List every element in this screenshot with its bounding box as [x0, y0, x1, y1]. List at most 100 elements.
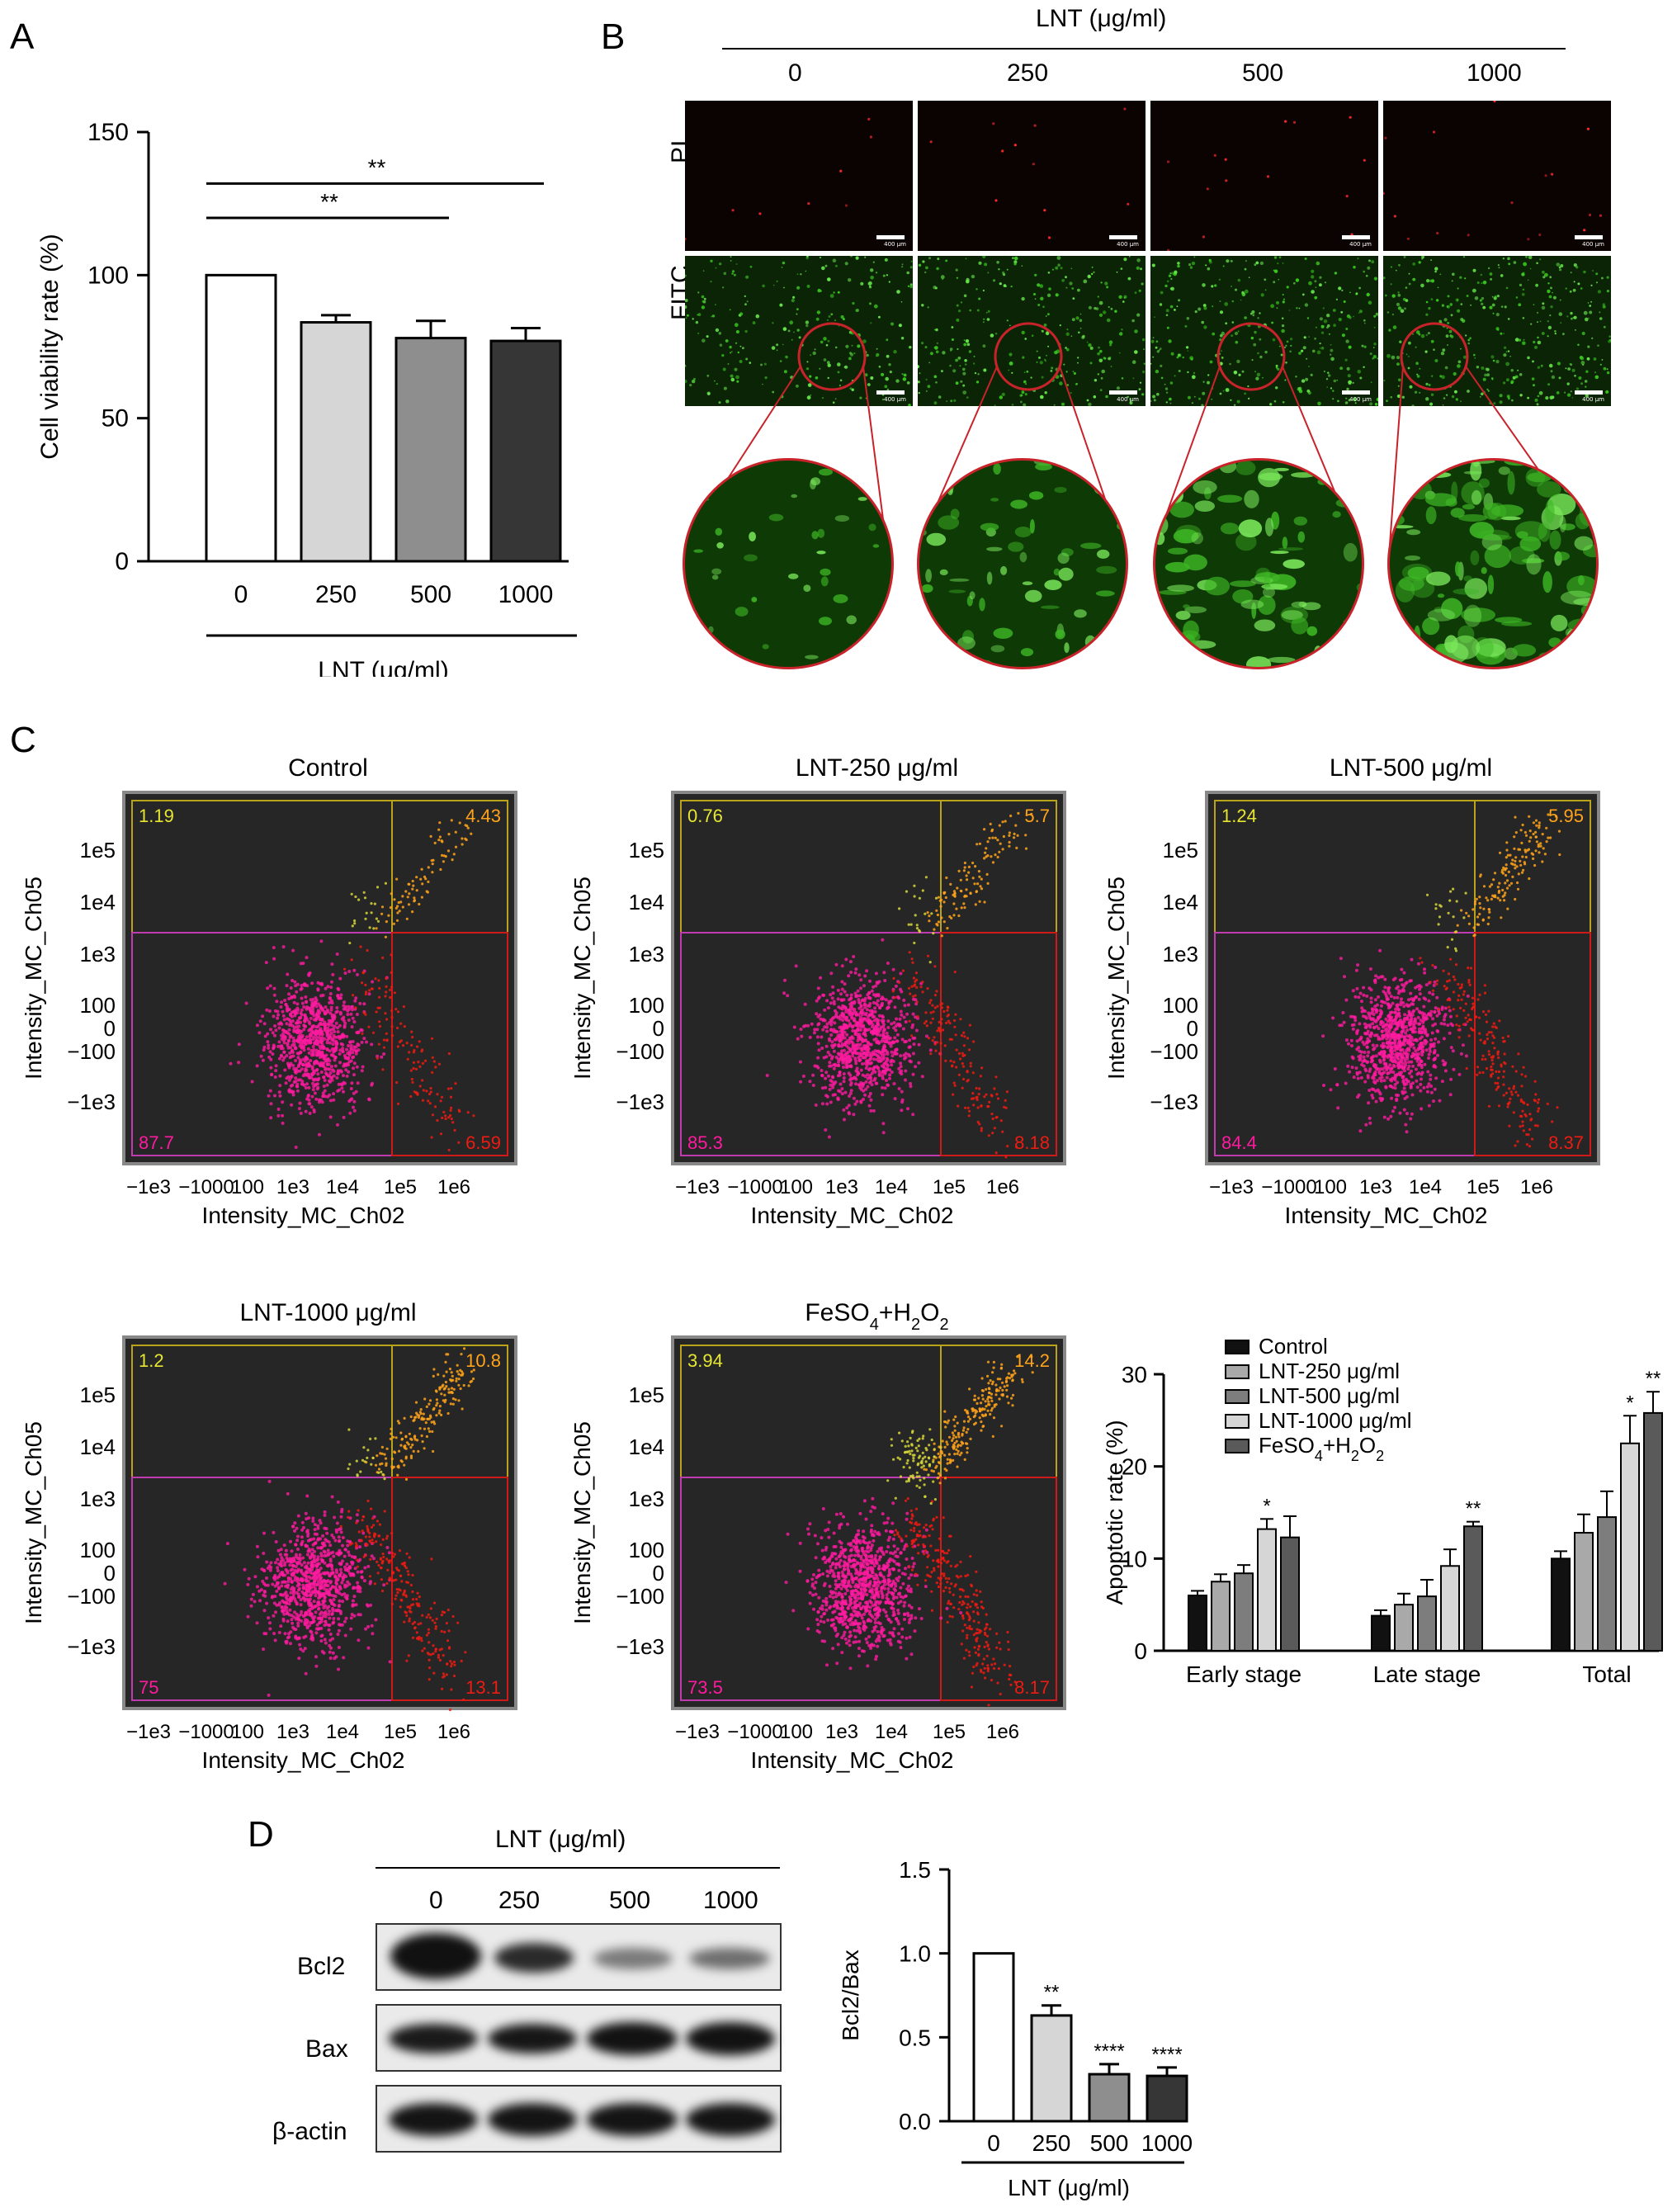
- cell-event: [1322, 1084, 1325, 1087]
- cell-event: [1380, 1000, 1384, 1004]
- cell-event: [870, 1083, 874, 1087]
- cell-event: [385, 977, 388, 981]
- cell-event: [841, 1019, 845, 1022]
- cell-event: [980, 1066, 984, 1070]
- cell-dot: [1462, 355, 1467, 359]
- cell-dot: [876, 347, 878, 350]
- cell-event: [924, 912, 927, 915]
- cell-event: [849, 993, 853, 997]
- cell-dot: [1037, 304, 1041, 306]
- cell-event: [338, 1012, 342, 1016]
- cell-dot: [1571, 368, 1575, 372]
- cell-dot: [1363, 158, 1366, 162]
- cell-event: [298, 1101, 302, 1105]
- y-tick-label: 0: [653, 1016, 664, 1041]
- cell-event: [1374, 1054, 1378, 1058]
- cell-dot: [1211, 399, 1212, 400]
- cell-event: [915, 985, 919, 989]
- zoom-cell: [1406, 529, 1421, 536]
- cell-event: [314, 1035, 319, 1039]
- cell-event: [978, 1087, 981, 1090]
- cell-dot: [1132, 377, 1135, 380]
- cell-dot: [1445, 334, 1449, 338]
- cell-event: [867, 1041, 870, 1045]
- flow-plot-title: Control: [288, 754, 368, 782]
- cell-event: [1383, 1000, 1387, 1004]
- cell-event: [1409, 1044, 1413, 1048]
- cell-event: [330, 1053, 334, 1057]
- cell-dot: [1538, 233, 1542, 237]
- cell-event: [824, 1076, 828, 1080]
- cell-dot: [1273, 281, 1276, 284]
- cell-dot: [1169, 272, 1172, 274]
- cell-dot: [1032, 163, 1035, 166]
- cell-dot: [1241, 370, 1245, 373]
- cell-event: [1412, 997, 1416, 1001]
- cell-event: [450, 1106, 453, 1109]
- cell-dot: [710, 259, 713, 262]
- cell-dot: [1193, 395, 1196, 398]
- cell-dot: [815, 317, 820, 321]
- cell-event: [816, 1042, 820, 1046]
- cell-dot: [902, 377, 907, 381]
- zoom-cell: [1527, 472, 1552, 483]
- cell-event: [349, 1043, 353, 1047]
- cell-event: [1350, 1066, 1354, 1070]
- cell-dot: [1006, 268, 1009, 271]
- fitc-image-0: 400 μm: [685, 256, 913, 406]
- cell-event: [1393, 1038, 1397, 1042]
- cell-dot: [1034, 273, 1037, 276]
- x-tick-label: 1000: [498, 581, 554, 608]
- cell-dot: [1207, 267, 1211, 271]
- cell-event: [437, 1062, 442, 1066]
- cell-dot: [1541, 305, 1546, 310]
- zoom-cell: [1484, 544, 1511, 569]
- cell-event: [842, 1066, 845, 1069]
- cell-dot: [919, 372, 921, 375]
- cell-event: [1415, 1085, 1420, 1089]
- cell-event: [347, 1052, 352, 1056]
- cell-dot: [723, 272, 727, 276]
- cell-dot: [1577, 343, 1580, 347]
- cell-event: [1009, 814, 1013, 818]
- zoom-cell: [1461, 607, 1495, 622]
- cell-dot: [715, 267, 717, 269]
- cell-dot: [1109, 343, 1112, 347]
- cell-event: [867, 1068, 871, 1072]
- cell-dot: [1043, 324, 1047, 327]
- cell-event: [393, 898, 396, 901]
- cell-dot: [1165, 391, 1169, 394]
- cell-dot: [1206, 187, 1209, 191]
- cell-event: [352, 1061, 357, 1066]
- cell-event: [1368, 1025, 1372, 1029]
- cell-dot: [1487, 267, 1490, 270]
- cell-dot: [1457, 287, 1459, 290]
- cell-dot: [1442, 404, 1444, 406]
- cell-event: [994, 836, 997, 839]
- cell-event: [1434, 1076, 1438, 1080]
- cell-dot: [984, 262, 988, 267]
- cell-dot: [1178, 299, 1180, 302]
- cell-event: [847, 974, 851, 978]
- cell-dot: [1026, 370, 1029, 373]
- cell-dot: [1582, 364, 1585, 366]
- cell-dot: [1033, 293, 1036, 295]
- cell-event: [447, 1148, 451, 1151]
- cell-event: [416, 1092, 419, 1095]
- cell-dot: [760, 363, 763, 366]
- cell-event: [430, 1037, 434, 1040]
- cell-event: [390, 953, 393, 957]
- zoom-cell: [716, 542, 724, 549]
- cell-dot: [952, 369, 957, 373]
- cell-event: [281, 1014, 286, 1018]
- cell-dot: [1009, 324, 1011, 327]
- cell-event: [1430, 1031, 1434, 1035]
- cell-event: [401, 895, 404, 898]
- cell-event: [898, 1017, 902, 1021]
- cell-dot: [1164, 284, 1168, 288]
- cell-dot: [1254, 263, 1257, 267]
- cell-dot: [1298, 307, 1301, 310]
- cell-dot: [1554, 330, 1557, 333]
- cell-event: [877, 1014, 881, 1018]
- cell-event: [255, 1064, 259, 1068]
